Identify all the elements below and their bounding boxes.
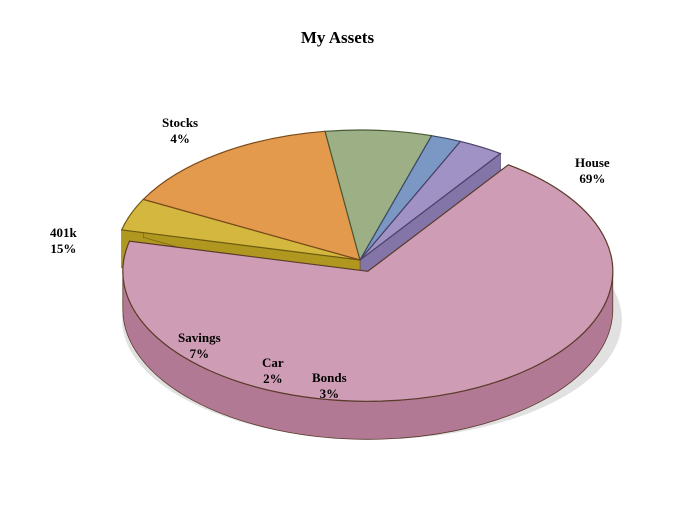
label-401k: 401k15% — [50, 225, 77, 256]
label-bonds: Bonds3% — [312, 370, 347, 401]
label-name: Savings — [178, 330, 221, 346]
label-name: Bonds — [312, 370, 347, 386]
label-name: Car — [262, 355, 284, 371]
label-name: House — [575, 155, 610, 171]
label-pct: 15% — [50, 241, 77, 257]
pie-chart — [0, 0, 675, 520]
chart-title: My Assets — [0, 28, 675, 48]
label-savings: Savings7% — [178, 330, 221, 361]
label-pct: 3% — [312, 386, 347, 402]
label-pct: 2% — [262, 371, 284, 387]
label-pct: 69% — [575, 171, 610, 187]
label-stocks: Stocks4% — [162, 115, 198, 146]
label-car: Car2% — [262, 355, 284, 386]
label-house: House69% — [575, 155, 610, 186]
label-pct: 4% — [162, 131, 198, 147]
label-pct: 7% — [178, 346, 221, 362]
label-name: 401k — [50, 225, 77, 241]
label-name: Stocks — [162, 115, 198, 131]
